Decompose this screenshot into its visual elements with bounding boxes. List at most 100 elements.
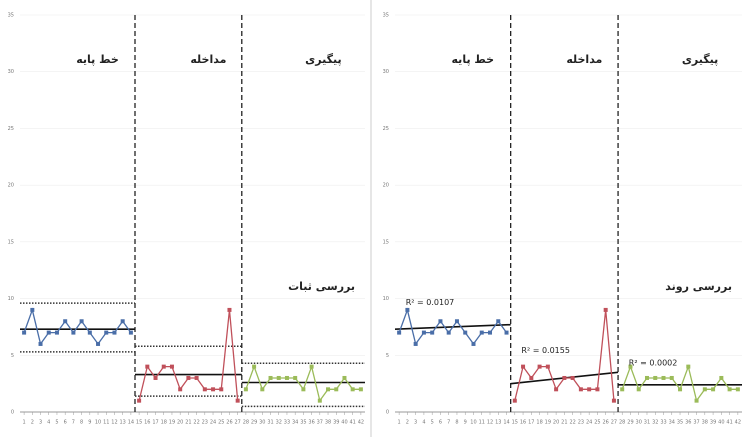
data-point bbox=[728, 387, 732, 391]
x-tick-label: 41 bbox=[726, 420, 732, 426]
x-tick-label: 23 bbox=[202, 420, 208, 426]
y-tick-label: 15 bbox=[8, 239, 14, 245]
x-tick-label: 2 bbox=[406, 420, 409, 426]
phase-label: مداخله bbox=[190, 53, 226, 66]
r-squared-label: R² = 0.0107 bbox=[406, 298, 455, 307]
data-point bbox=[521, 365, 525, 369]
data-point bbox=[678, 387, 682, 391]
y-tick-label: 20 bbox=[8, 183, 14, 189]
data-point bbox=[334, 387, 338, 391]
x-tick-label: 22 bbox=[569, 420, 575, 426]
data-point bbox=[480, 331, 484, 335]
y-tick-label: 5 bbox=[11, 353, 14, 359]
x-tick-label: 21 bbox=[185, 420, 191, 426]
x-tick-label: 35 bbox=[300, 420, 306, 426]
x-tick-label: 22 bbox=[193, 420, 199, 426]
x-tick-label: 20 bbox=[177, 420, 183, 426]
data-point bbox=[711, 387, 715, 391]
data-point bbox=[80, 319, 84, 323]
x-tick-label: 32 bbox=[276, 420, 282, 426]
page: 0510152025303512345678910111213141516171… bbox=[0, 0, 744, 437]
data-point bbox=[496, 319, 500, 323]
data-point bbox=[397, 331, 401, 335]
data-point bbox=[471, 342, 475, 346]
y-tick-label: 30 bbox=[383, 69, 389, 75]
chart: 0510152025303512345678910111213141516171… bbox=[0, 0, 744, 437]
x-tick-label: 3 bbox=[414, 420, 417, 426]
x-tick-label: 4 bbox=[47, 420, 50, 426]
x-tick-label: 26 bbox=[226, 420, 232, 426]
x-tick-label: 8 bbox=[455, 420, 458, 426]
x-tick-label: 13 bbox=[119, 420, 125, 426]
data-point bbox=[285, 376, 289, 380]
data-point bbox=[351, 387, 355, 391]
y-tick-label: 0 bbox=[11, 410, 14, 416]
x-tick-label: 16 bbox=[520, 420, 526, 426]
y-tick-label: 25 bbox=[8, 126, 14, 132]
data-point bbox=[88, 331, 92, 335]
data-point bbox=[244, 387, 248, 391]
data-point bbox=[260, 387, 264, 391]
x-tick-label: 17 bbox=[152, 420, 158, 426]
data-point bbox=[529, 376, 533, 380]
x-tick-label: 39 bbox=[333, 420, 339, 426]
x-tick-label: 15 bbox=[136, 420, 142, 426]
x-tick-label: 38 bbox=[325, 420, 331, 426]
data-point bbox=[112, 331, 116, 335]
data-point bbox=[405, 308, 409, 312]
y-tick-label: 35 bbox=[8, 13, 14, 19]
data-point bbox=[488, 331, 492, 335]
data-point bbox=[546, 365, 550, 369]
x-tick-label: 25 bbox=[218, 420, 224, 426]
x-tick-label: 9 bbox=[88, 420, 91, 426]
x-tick-label: 34 bbox=[669, 420, 675, 426]
data-point bbox=[719, 376, 723, 380]
phase-label: پیگیری bbox=[305, 53, 341, 66]
x-tick-label: 37 bbox=[693, 420, 699, 426]
x-tick-label: 40 bbox=[718, 420, 724, 426]
x-tick-label: 27 bbox=[611, 420, 617, 426]
data-point bbox=[178, 387, 182, 391]
x-tick-label: 29 bbox=[251, 420, 257, 426]
x-tick-label: 41 bbox=[349, 420, 355, 426]
x-tick-label: 1 bbox=[398, 420, 401, 426]
y-tick-label: 15 bbox=[383, 239, 389, 245]
data-point bbox=[463, 331, 467, 335]
data-point bbox=[422, 331, 426, 335]
data-point bbox=[145, 365, 149, 369]
x-tick-label: 15 bbox=[512, 420, 518, 426]
x-tick-label: 18 bbox=[536, 420, 542, 426]
data-point bbox=[513, 399, 517, 403]
data-point bbox=[645, 376, 649, 380]
data-point bbox=[195, 376, 199, 380]
data-point bbox=[63, 319, 67, 323]
y-tick-label: 35 bbox=[383, 13, 389, 19]
x-tick-label: 19 bbox=[169, 420, 175, 426]
data-point bbox=[612, 399, 616, 403]
data-point bbox=[71, 331, 75, 335]
data-point bbox=[301, 387, 305, 391]
x-tick-label: 26 bbox=[602, 420, 608, 426]
phase-label: خط پایه bbox=[76, 53, 119, 66]
x-tick-label: 20 bbox=[553, 420, 559, 426]
x-tick-label: 33 bbox=[284, 420, 290, 426]
data-point bbox=[310, 365, 314, 369]
data-point bbox=[236, 399, 240, 403]
data-point bbox=[554, 387, 558, 391]
data-point bbox=[447, 331, 451, 335]
phase-label: پیگیری bbox=[682, 53, 718, 66]
y-tick-label: 20 bbox=[383, 183, 389, 189]
data-point bbox=[736, 387, 740, 391]
data-point bbox=[269, 376, 273, 380]
x-tick-label: 10 bbox=[95, 420, 101, 426]
x-tick-label: 36 bbox=[685, 420, 691, 426]
data-point bbox=[414, 342, 418, 346]
r-squared-label: R² = 0.0002 bbox=[629, 358, 678, 367]
x-tick-label: 24 bbox=[210, 420, 216, 426]
data-point bbox=[455, 319, 459, 323]
x-tick-label: 16 bbox=[144, 420, 150, 426]
x-tick-label: 9 bbox=[464, 420, 467, 426]
data-point bbox=[703, 387, 707, 391]
x-tick-label: 1 bbox=[23, 420, 26, 426]
data-point bbox=[430, 331, 434, 335]
